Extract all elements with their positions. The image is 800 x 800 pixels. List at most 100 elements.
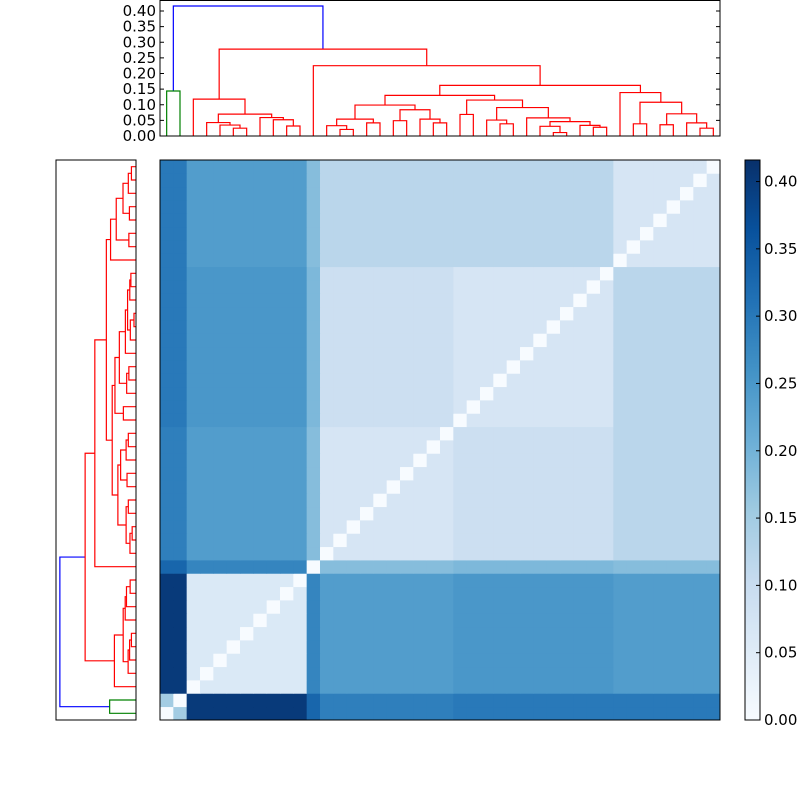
heatmap-cell: [200, 333, 214, 348]
heatmap-cell: [400, 706, 414, 721]
heatmap-cell: [413, 613, 428, 628]
heatmap-cell: [560, 706, 574, 721]
heatmap-cell: [586, 533, 601, 548]
heatmap-cell: [386, 186, 401, 201]
heatmap-cell: [573, 253, 588, 268]
heatmap-cell: [453, 626, 468, 641]
heatmap-cell: [266, 293, 281, 308]
heatmap-cell: [626, 653, 641, 668]
heatmap-cell: [333, 440, 348, 454]
heatmap-cell: [560, 453, 574, 468]
dendrogram-link: [339, 128, 354, 136]
heatmap-cell: [426, 493, 441, 508]
heatmap-cell: [186, 360, 201, 374]
heatmap-cell: [466, 226, 481, 241]
heatmap-cell: [626, 280, 641, 294]
heatmap-cell: [333, 320, 348, 334]
heatmap-cell: [306, 186, 321, 201]
heatmap-cell: [253, 600, 268, 614]
heatmap-cell: [480, 200, 494, 214]
heatmap-cell: [266, 413, 281, 428]
heatmap-cell: [360, 666, 374, 681]
heatmap-cell: [506, 480, 521, 494]
y-tick-label: 0.40: [123, 2, 156, 20]
heatmap-cell: [493, 373, 508, 388]
heatmap-cell: [546, 640, 561, 654]
heatmap-cell: [426, 240, 441, 254]
heatmap-cell: [506, 373, 521, 388]
heatmap-cell: [546, 586, 561, 601]
heatmap-cell: [653, 386, 668, 401]
heatmap-cell: [706, 266, 721, 281]
heatmap-cell: [293, 400, 308, 414]
heatmap-cell: [640, 386, 654, 401]
heatmap-cell: [266, 200, 281, 214]
dendrogram-link: [128, 232, 136, 248]
heatmap-cell: [560, 426, 574, 441]
y-tick-label: 0.15: [123, 80, 156, 98]
heatmap-cell: [306, 560, 321, 574]
heatmap-cell: [213, 253, 228, 268]
heatmap-cell: [520, 240, 534, 254]
heatmap-cell: [400, 613, 414, 628]
heatmap-cell: [213, 266, 228, 281]
heatmap-cell: [386, 386, 401, 401]
heatmap-cell: [640, 346, 654, 361]
heatmap-cell: [186, 413, 201, 428]
heatmap-cell: [506, 160, 521, 174]
heatmap-cell: [293, 440, 308, 454]
heatmap-cell: [653, 640, 668, 654]
heatmap-cell: [186, 280, 201, 294]
heatmap-cell: [413, 573, 428, 588]
heatmap-cell: [480, 533, 494, 548]
heatmap-cell: [160, 640, 174, 654]
heatmap-cell: [320, 440, 334, 454]
heatmap-cell: [200, 293, 214, 308]
dendrogram-link: [419, 118, 441, 136]
dendrogram-link: [206, 121, 231, 136]
heatmap-cell: [253, 320, 268, 334]
heatmap-cell: [333, 680, 348, 694]
heatmap-cell: [453, 653, 468, 668]
heatmap-cell: [306, 693, 321, 708]
heatmap-cell: [306, 613, 321, 628]
heatmap-cell: [680, 520, 694, 534]
heatmap-cell: [413, 640, 428, 654]
heatmap-cell: [546, 613, 561, 628]
heatmap-cell: [653, 266, 668, 281]
heatmap-cell: [693, 493, 708, 508]
heatmap-cell: [186, 440, 201, 454]
heatmap-cell: [653, 160, 668, 174]
heatmap-cell: [213, 560, 228, 574]
heatmap-cell: [293, 666, 308, 681]
heatmap-cell: [573, 213, 588, 228]
heatmap-cell: [586, 493, 601, 508]
heatmap-cell: [226, 240, 241, 254]
heatmap-cell: [200, 440, 214, 454]
heatmap-cell: [226, 560, 241, 574]
heatmap-cell: [293, 613, 308, 628]
top-dendrogram-frame: [159, 0, 721, 137]
heatmap-cell: [613, 466, 628, 481]
colorbar-tick-label: 0.20: [764, 442, 797, 460]
heatmap-cell: [440, 573, 454, 588]
heatmap-cell: [413, 213, 428, 228]
heatmap-cell: [493, 626, 508, 641]
heatmap-cell: [506, 306, 521, 321]
heatmap-cell: [373, 666, 388, 681]
heatmap-cell: [173, 240, 188, 254]
heatmap-cell: [600, 600, 614, 614]
heatmap-cell: [173, 213, 188, 228]
heatmap-cell: [360, 213, 374, 228]
heatmap-cell: [346, 226, 361, 241]
heatmap-cell: [160, 200, 174, 214]
heatmap-cell: [173, 226, 188, 241]
dendrogram-link: [366, 122, 381, 136]
heatmap-cell: [386, 560, 401, 574]
heatmap-cell: [200, 160, 214, 174]
heatmap-cell: [266, 560, 281, 574]
heatmap-cell: [293, 533, 308, 548]
heatmap-cell: [360, 293, 374, 308]
heatmap-cell: [373, 480, 388, 494]
heatmap-cell: [573, 240, 588, 254]
